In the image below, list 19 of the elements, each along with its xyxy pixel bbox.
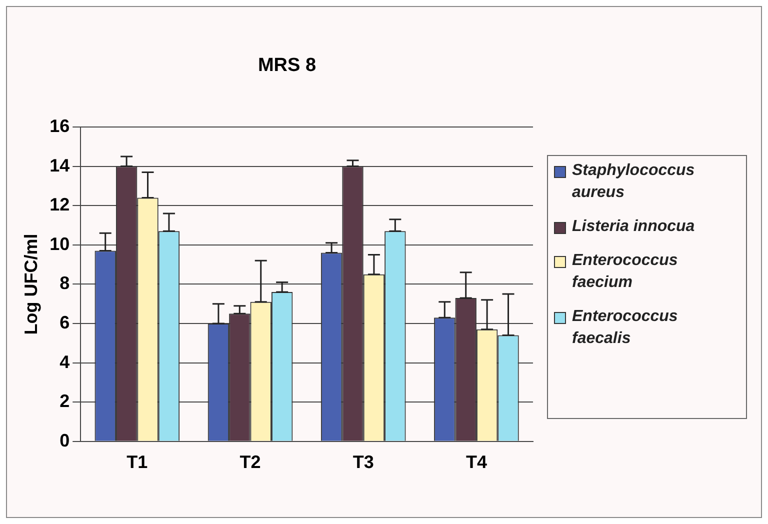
x-tick-label: T2 — [240, 452, 261, 472]
y-tick-label: 14 — [50, 155, 70, 176]
y-tick-label: 10 — [50, 234, 70, 254]
y-tick-label: 4 — [60, 352, 70, 372]
y-axis-title: Log UFC/ml — [20, 234, 41, 335]
y-tick-label: 16 — [50, 116, 70, 136]
legend-label: Listeria innocua — [572, 217, 695, 237]
x-tick-label: T3 — [352, 452, 374, 472]
y-tick-label: 12 — [50, 194, 70, 215]
y-tick-label: 8 — [60, 273, 70, 294]
legend-label: Staphylococcus aureus — [572, 161, 696, 203]
chart-title: MRS 8 — [256, 55, 318, 77]
x-tick-label: T1 — [126, 452, 148, 472]
legend-label: Enterococcus faecium — [572, 251, 679, 293]
y-tick-label: 2 — [60, 391, 70, 412]
y-tick-label: 6 — [60, 312, 70, 332]
y-tick-label: 0 — [60, 430, 70, 450]
legend-label: Enterococcus faecalis — [572, 307, 679, 349]
x-tick-label: T4 — [466, 452, 487, 472]
